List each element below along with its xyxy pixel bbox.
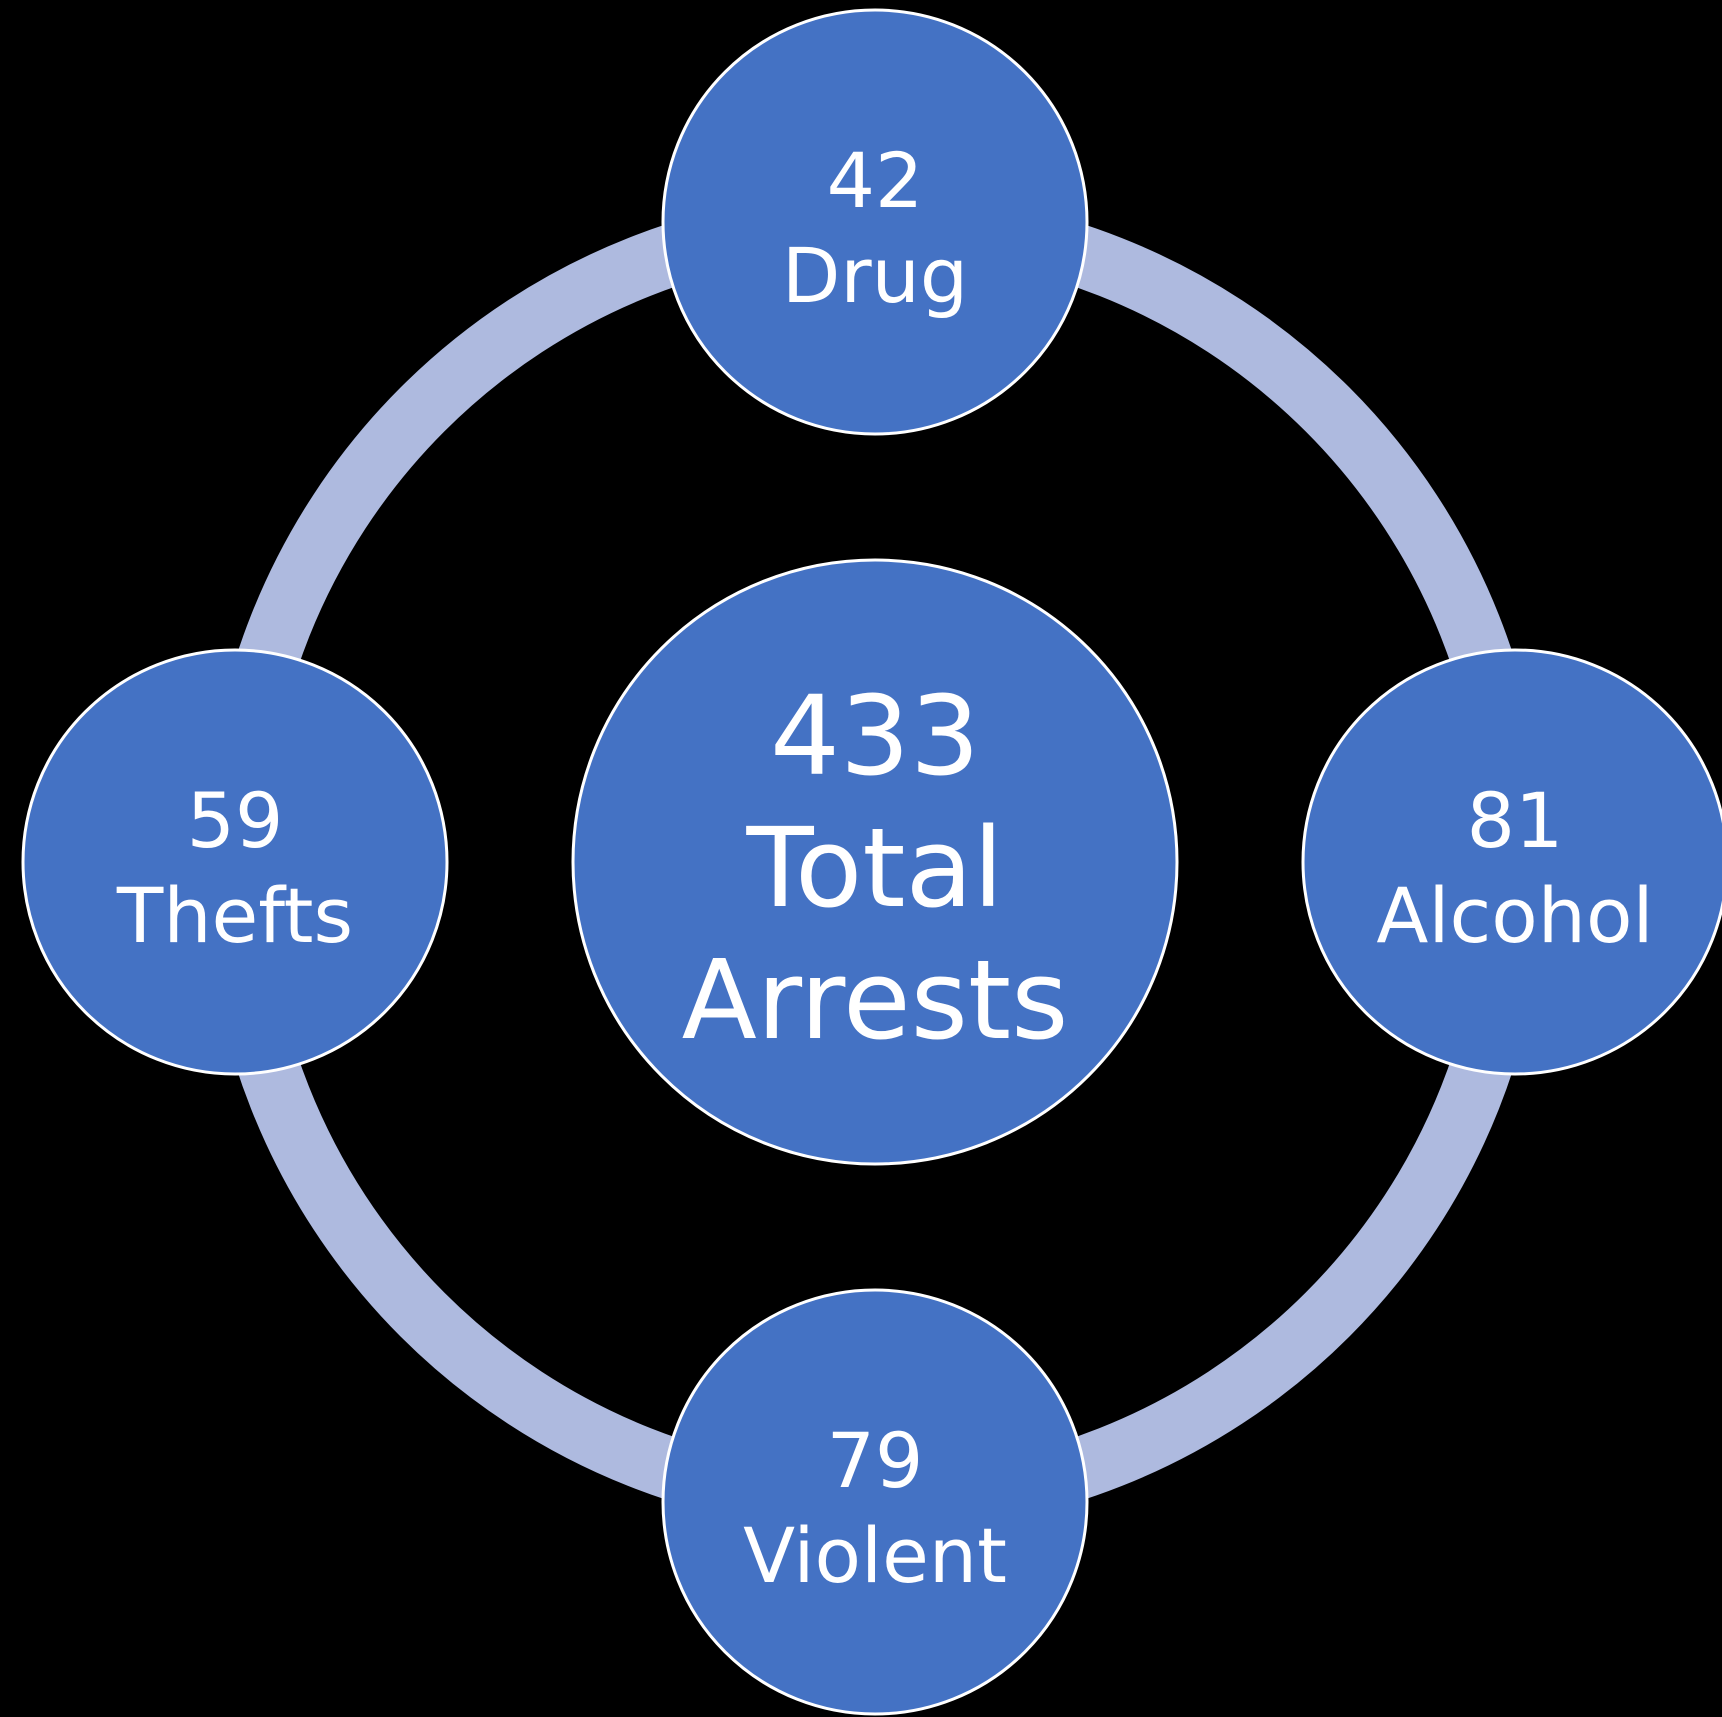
node-number: 42: [827, 136, 924, 225]
center-node: [571, 558, 1179, 1166]
node: [661, 8, 1089, 436]
center-line: Arrests: [682, 936, 1069, 1064]
node-number: 81: [1467, 776, 1564, 865]
node-label: Alcohol: [1376, 871, 1653, 960]
center-line: Total: [746, 804, 1004, 932]
node-number: 79: [827, 1416, 924, 1505]
node: [21, 648, 449, 1076]
node: [661, 1288, 1089, 1716]
node-label: Drug: [782, 231, 968, 320]
node: [1301, 648, 1722, 1076]
center-number: 433: [770, 672, 980, 800]
node-label: Thefts: [116, 871, 353, 960]
node-label: Violent: [743, 1511, 1007, 1600]
node-number: 59: [187, 776, 284, 865]
